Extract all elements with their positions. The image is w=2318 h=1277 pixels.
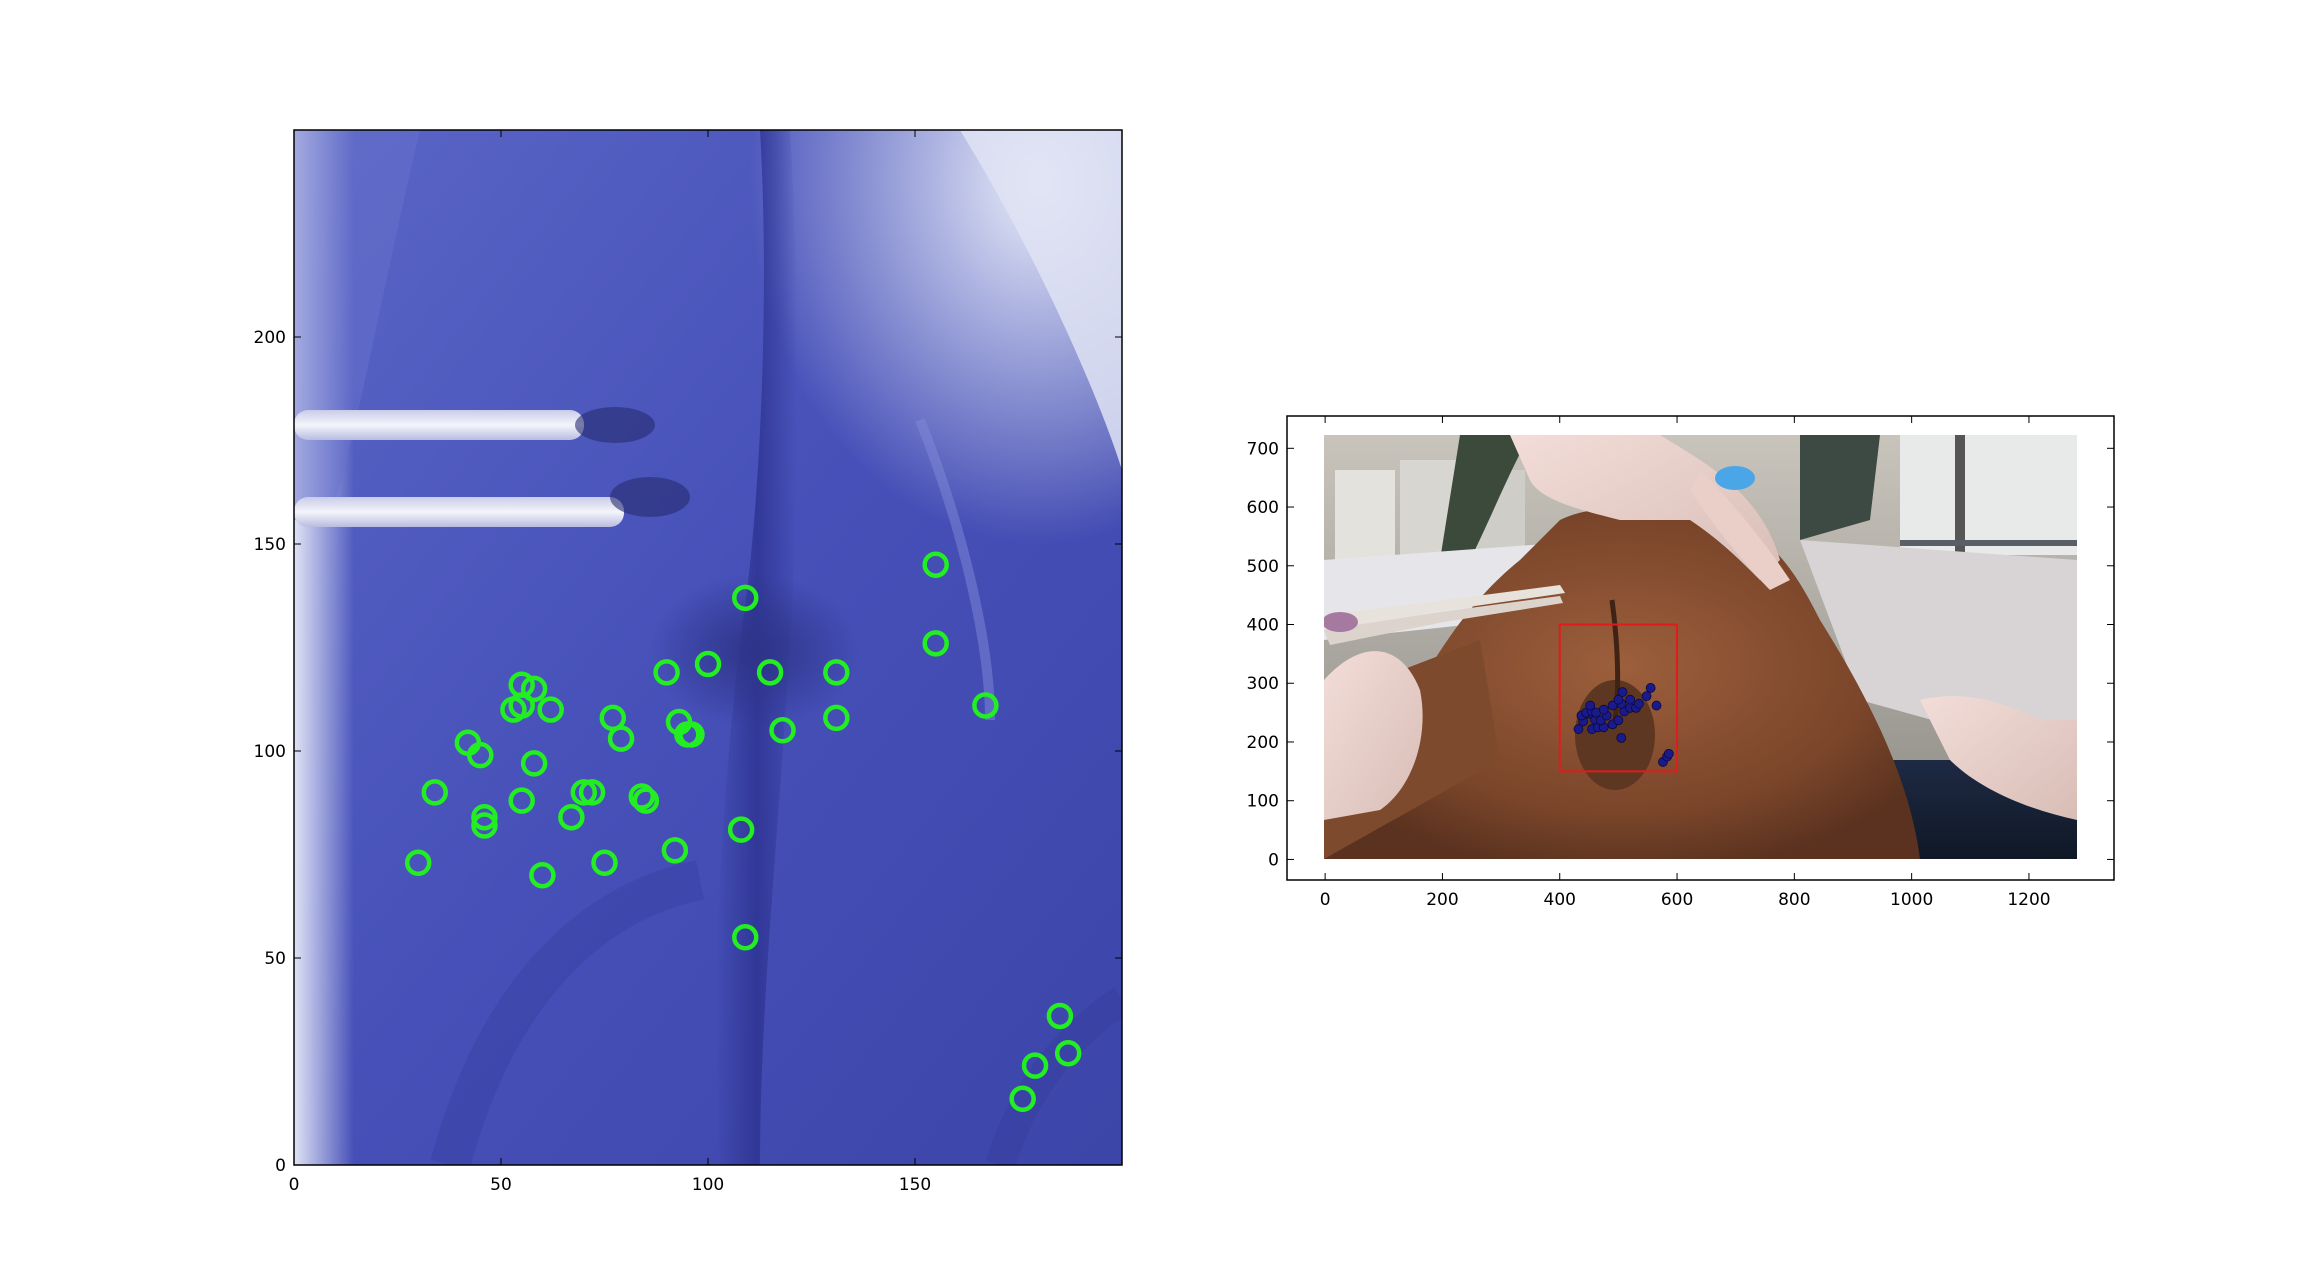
keypoint-marker: [454, 729, 482, 756]
keypoint-marker: [1054, 1039, 1082, 1067]
keypoint-marker: [694, 650, 722, 678]
keypoint-marker: [732, 924, 759, 951]
keypoint-marker: [1641, 691, 1652, 702]
y-tick-label: 0: [275, 1156, 286, 1176]
keypoint-marker: [653, 659, 680, 686]
keypoint-marker: [769, 717, 796, 744]
keypoint-marker: [665, 708, 693, 736]
keypoint-marker: [599, 704, 627, 732]
keypoint-marker: [628, 783, 656, 810]
y-tick-label: 50: [264, 949, 286, 969]
keypoint-marker: [1573, 724, 1584, 734]
keypoint-marker: [1625, 694, 1636, 705]
keypoint-marker: [727, 816, 755, 843]
x-tick-label: 1200: [2007, 890, 2050, 910]
closeup-panel: 0 50 100 150 0 50 100 150 200: [254, 129, 1123, 1195]
closeup-image: [294, 130, 1122, 1165]
keypoint-marker: [1651, 700, 1662, 711]
scene-panel: 0 200 400 600 800 1000 1200 0 100 200 300 400 500 60…: [1247, 415, 2115, 910]
keypoint-marker: [1645, 683, 1656, 693]
keypoint-marker: [1021, 1052, 1049, 1079]
region-of-interest-box: [1558, 623, 1679, 773]
keypoint-marker: [1613, 694, 1624, 705]
keypoint-marker: [529, 861, 556, 889]
closeup-keypoints: [404, 551, 1082, 1113]
keypoint-marker: [922, 630, 949, 657]
y-tick-label: 400: [1247, 616, 1279, 636]
keypoint-marker: [404, 849, 432, 877]
keypoint-marker: [1616, 732, 1627, 743]
y-tick-label: 500: [1247, 557, 1279, 577]
x-tick-label: 100: [692, 1175, 724, 1195]
x-tick-label: 200: [1426, 890, 1458, 910]
keypoint-marker: [1663, 748, 1674, 759]
keypoint-marker: [1009, 1085, 1036, 1113]
keypoint-marker: [1585, 700, 1596, 711]
keypoint-marker: [922, 551, 949, 578]
x-tick-label: 800: [1778, 890, 1810, 910]
keypoint-marker: [558, 803, 585, 831]
x-tick-label: 0: [289, 1175, 300, 1195]
x-tick-label: 600: [1661, 890, 1693, 910]
x-tick-label: 0: [1320, 890, 1331, 910]
y-tick-label: 0: [1268, 850, 1279, 870]
keypoint-marker: [421, 779, 449, 806]
closeup-y-axis: 0 50 100 150 200: [254, 328, 1122, 1176]
keypoint-marker: [520, 750, 548, 777]
keypoint-marker: [537, 696, 564, 723]
keypoint-marker: [471, 812, 498, 839]
y-tick-label: 100: [1247, 792, 1279, 812]
keypoint-marker: [732, 584, 759, 612]
y-tick-label: 150: [254, 535, 286, 555]
keypoint-marker: [1617, 687, 1628, 697]
keypoint-marker: [1046, 1002, 1074, 1030]
keypoint-marker: [1634, 698, 1644, 709]
y-tick-label: 600: [1247, 498, 1279, 518]
scene-keypoints: [1573, 683, 1674, 767]
closeup-x-axis: 0 50 100 150: [289, 130, 931, 1195]
x-tick-label: 400: [1544, 890, 1576, 910]
keypoint-marker: [471, 803, 498, 831]
x-tick-label: 50: [490, 1175, 512, 1195]
keypoint-marker: [661, 837, 689, 864]
keypoint-marker: [823, 704, 850, 732]
keypoint-marker: [591, 849, 618, 877]
y-tick-label: 300: [1247, 674, 1279, 694]
keypoint-marker: [756, 659, 784, 686]
scene-x-axis: 0 200 400 600 800 1000 1200: [1320, 416, 2051, 910]
keypoint-marker: [578, 779, 606, 806]
y-tick-label: 200: [254, 328, 286, 348]
keypoint-marker: [1613, 715, 1624, 726]
scene-image: [1324, 435, 2077, 859]
keypoint-marker: [823, 659, 850, 686]
keypoint-marker: [520, 675, 548, 703]
keypoint-marker: [1598, 704, 1609, 715]
keypoint-marker: [508, 671, 535, 699]
keypoint-marker: [632, 787, 660, 814]
y-tick-label: 100: [254, 742, 286, 762]
y-tick-label: 200: [1247, 733, 1279, 753]
scene-axes-frame: [1286, 415, 2115, 881]
keypoint-marker: [972, 692, 999, 719]
keypoint-marker: [570, 779, 598, 806]
y-tick-label: 700: [1247, 439, 1279, 459]
scene-y-axis: 0 100 200 300 400 500 600 700: [1247, 439, 2114, 870]
keypoint-marker: [508, 787, 535, 814]
x-tick-label: 150: [899, 1175, 931, 1195]
x-tick-label: 1000: [1890, 890, 1933, 910]
